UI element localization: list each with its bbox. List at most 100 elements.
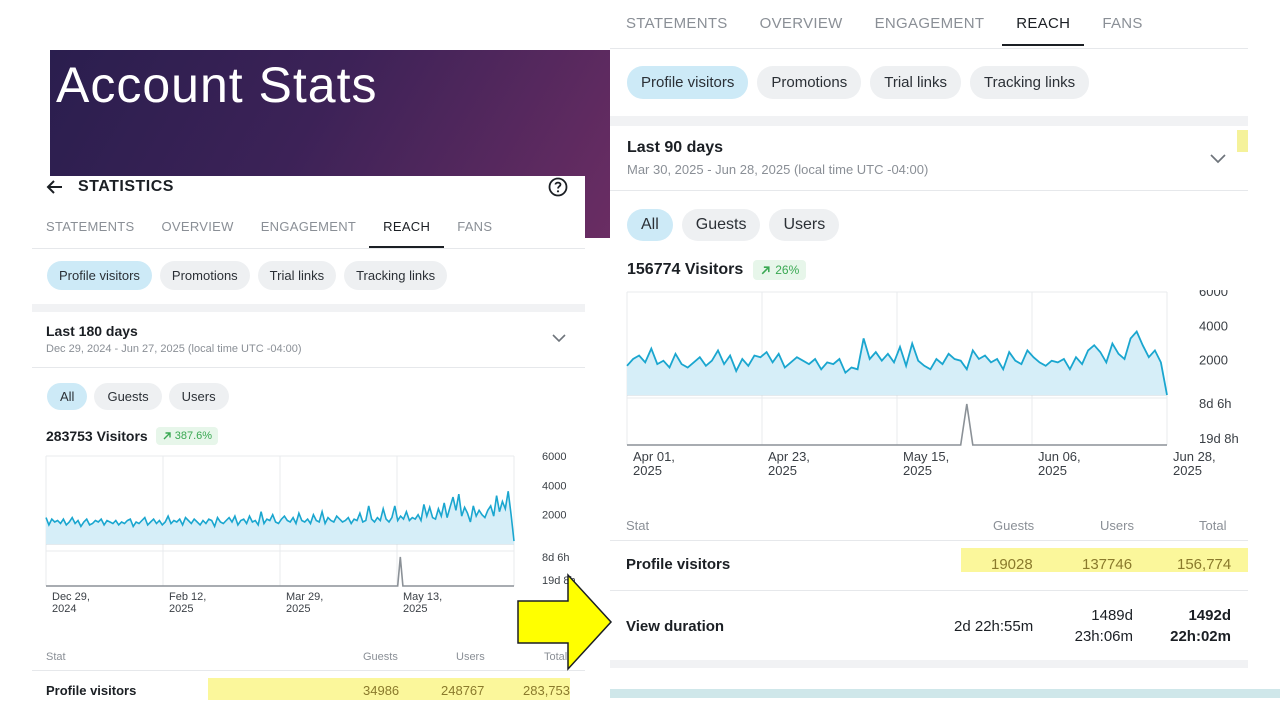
- tab-fans[interactable]: FANS: [457, 219, 493, 234]
- x-tick-label: May 13,: [403, 591, 442, 603]
- y-tick-label: 6000: [542, 452, 566, 463]
- cell-guests-duration: 2d 22h:55m: [954, 618, 1034, 635]
- back-arrow-icon[interactable]: [46, 178, 64, 196]
- filter-all[interactable]: All: [627, 209, 673, 241]
- x-tick-label: Jun 06,: [1038, 449, 1081, 464]
- slide-title: Account Stats: [56, 57, 378, 113]
- visitors-area: [627, 331, 1167, 395]
- x-tick-label: May 15,: [903, 449, 949, 464]
- tab-reach[interactable]: REACH: [369, 219, 445, 248]
- stat-header-users: Users: [456, 651, 485, 663]
- chevron-down-icon[interactable]: [1209, 152, 1227, 165]
- chip-profile-visitors[interactable]: Profile visitors: [47, 261, 152, 290]
- x-tick-label: 2025: [633, 463, 662, 478]
- y-tick-label: 2000: [1199, 353, 1228, 368]
- visitors-summary: 283753 Visitors 387.6%: [46, 427, 219, 445]
- section-separator-bottom: [610, 660, 1248, 668]
- stat-header-stat: Stat: [626, 518, 650, 533]
- tab-divider: [32, 248, 585, 249]
- chip-promotions[interactable]: Promotions: [159, 261, 250, 290]
- filter-users[interactable]: Users: [769, 209, 840, 241]
- tab-fans[interactable]: FANS: [1102, 15, 1143, 32]
- period-divider: [610, 190, 1248, 191]
- cell-users-duration-time: 23h:06m: [1074, 628, 1133, 645]
- bottom-strip: [610, 689, 1280, 698]
- right-audience-filter: All Guests Users: [627, 209, 840, 241]
- period-title[interactable]: Last 90 days: [627, 139, 724, 156]
- cell-total-duration-days: 1492d: [1188, 607, 1231, 624]
- left-audience-filter: All Guests Users: [47, 383, 229, 410]
- row-divider: [610, 590, 1248, 591]
- filter-guests[interactable]: Guests: [681, 209, 761, 241]
- stat-header-users: Users: [1100, 518, 1134, 533]
- period-title[interactable]: Last 180 days: [46, 323, 138, 339]
- x-tick-label: 2025: [1038, 463, 1067, 478]
- visitors-area: [46, 491, 514, 544]
- filter-guests[interactable]: Guests: [94, 383, 162, 410]
- cell-users-duration-days: 1489d: [1091, 607, 1133, 624]
- trend-value: 387.6%: [174, 430, 213, 442]
- duration-line: [627, 403, 1167, 446]
- right-tab-bar: STATEMENTS OVERVIEW ENGAGEMENT REACH FAN…: [626, 15, 1143, 46]
- stat-header-total: Total: [1199, 518, 1227, 533]
- tab-engagement[interactable]: ENGAGEMENT: [260, 219, 357, 234]
- chip-profile-visitors[interactable]: Profile visitors: [627, 66, 749, 99]
- x-tick-label: 2025: [169, 603, 193, 615]
- y-tick-label: 4000: [542, 480, 566, 492]
- tab-engagement[interactable]: ENGAGEMENT: [874, 15, 985, 32]
- duration-tick-label: 8d 6h: [542, 552, 570, 564]
- visitors-summary: 156774 Visitors 26%: [627, 260, 807, 280]
- x-tick-label: 2025: [403, 603, 427, 615]
- tab-reach[interactable]: REACH: [1002, 15, 1085, 46]
- cell-total: 156,774: [1177, 556, 1232, 573]
- visitors-count: 156774 Visitors: [627, 261, 744, 278]
- section-separator: [610, 116, 1248, 126]
- x-tick-label: Mar 29,: [286, 591, 323, 603]
- x-tick-label: Feb 12,: [169, 591, 206, 603]
- tab-statements[interactable]: STATEMENTS: [46, 219, 135, 234]
- x-tick-label: 2025: [286, 603, 310, 615]
- chip-trial-links[interactable]: Trial links: [870, 66, 962, 99]
- chevron-down-icon[interactable]: [551, 332, 567, 344]
- right-reach-chips: Profile visitors Promotions Trial links …: [627, 66, 1090, 99]
- chip-promotions[interactable]: Promotions: [757, 66, 862, 99]
- x-tick-label: 2024: [52, 603, 76, 615]
- left-tab-bar: STATEMENTS OVERVIEW ENGAGEMENT REACH FAN…: [46, 219, 493, 248]
- trend-value: 26%: [775, 263, 800, 277]
- right-statistics-panel: STATEMENTS OVERVIEW ENGAGEMENT REACH FAN…: [610, 0, 1248, 668]
- cell-users: 137746: [1082, 556, 1133, 573]
- pointer-arrow-icon: [517, 573, 613, 671]
- duration-tick-label: 19d 8h: [542, 575, 576, 587]
- x-tick-label: 2025: [768, 463, 797, 478]
- help-icon[interactable]: [548, 177, 568, 197]
- duration-line: [46, 556, 514, 587]
- visitors-line: [45, 491, 515, 542]
- chip-tracking-links[interactable]: Tracking links: [970, 66, 1090, 99]
- period-divider: [32, 367, 585, 368]
- chip-tracking-links[interactable]: Tracking links: [344, 261, 448, 290]
- highlight-marker-edge: [1237, 130, 1248, 152]
- tab-statements[interactable]: STATEMENTS: [626, 15, 728, 32]
- filter-users[interactable]: Users: [168, 383, 229, 410]
- filter-all[interactable]: All: [47, 383, 88, 410]
- trend-badge: 387.6%: [155, 427, 219, 445]
- statistics-header: STATISTICS: [46, 176, 174, 198]
- row-label-view-duration: View duration: [626, 618, 725, 635]
- tab-overview[interactable]: OVERVIEW: [759, 15, 843, 32]
- x-tick-label: Jun 28,: [1173, 449, 1216, 464]
- tab-overview[interactable]: OVERVIEW: [161, 219, 234, 234]
- y-tick-label: 2000: [542, 510, 566, 522]
- x-tick-label: Apr 01,: [633, 449, 675, 464]
- left-statistics-panel: STATISTICS STATEMENTS OVERVIEW ENGAGEMEN…: [32, 176, 585, 720]
- chip-trial-links[interactable]: Trial links: [257, 261, 337, 290]
- x-tick-label: Dec 29,: [52, 591, 90, 603]
- period-subtitle: Mar 30, 2025 - Jun 28, 2025 (local time …: [627, 162, 929, 177]
- y-tick-label: 6000: [1199, 290, 1228, 299]
- highlight-marker: [208, 678, 570, 700]
- trend-badge: 26%: [753, 260, 807, 280]
- left-visitors-chart: 2000 4000 6000 8d 6h 19d 8h Dec 29,2024 Feb 12…: [45, 452, 576, 615]
- period-subtitle: Dec 29, 2024 - Jun 27, 2025 (local time …: [46, 343, 302, 355]
- x-tick-label: 2025: [1173, 463, 1202, 478]
- x-tick-label: Apr 23,: [768, 449, 810, 464]
